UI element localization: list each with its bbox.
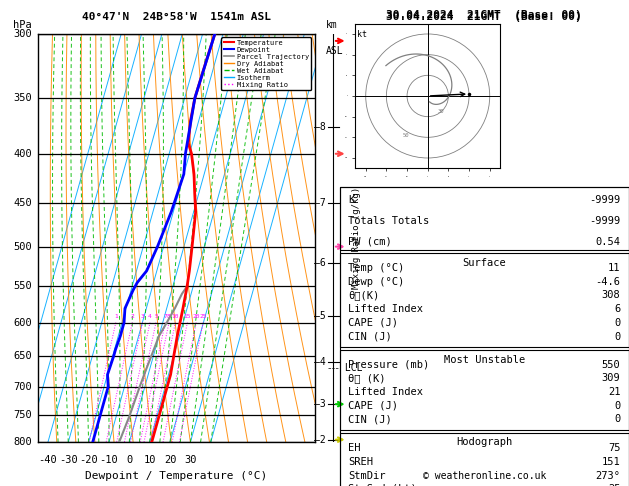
- Text: Hodograph: Hodograph: [456, 437, 513, 448]
- Text: 700: 700: [13, 382, 32, 392]
- Text: Most Unstable: Most Unstable: [443, 355, 525, 365]
- Text: 0: 0: [126, 454, 133, 465]
- Text: 550: 550: [601, 360, 620, 370]
- Text: -4.6: -4.6: [595, 277, 620, 287]
- Text: θᴇ(K): θᴇ(K): [348, 290, 379, 300]
- Text: 30: 30: [438, 108, 445, 114]
- Text: 5: 5: [154, 314, 158, 319]
- Text: –8: –8: [314, 122, 326, 132]
- Text: 15: 15: [184, 314, 191, 319]
- Text: Dewp (°C): Dewp (°C): [348, 277, 404, 287]
- Text: -20: -20: [79, 454, 98, 465]
- Text: 30: 30: [184, 454, 197, 465]
- Text: 0: 0: [614, 331, 620, 342]
- Text: 30.04.2024  21GMT  (Base: 00): 30.04.2024 21GMT (Base: 00): [386, 12, 582, 22]
- Text: 450: 450: [13, 198, 32, 208]
- Text: 8: 8: [167, 314, 171, 319]
- Text: 800: 800: [13, 437, 32, 447]
- Text: 0: 0: [614, 318, 620, 328]
- Text: 3: 3: [141, 314, 145, 319]
- Text: Lifted Index: Lifted Index: [348, 387, 423, 397]
- Text: © weatheronline.co.uk: © weatheronline.co.uk: [423, 471, 546, 481]
- Text: Surface: Surface: [462, 258, 506, 268]
- Text: Lifted Index: Lifted Index: [348, 304, 423, 314]
- Text: Pressure (mb): Pressure (mb): [348, 360, 430, 370]
- Text: –2: –2: [314, 434, 326, 445]
- Legend: Temperature, Dewpoint, Parcel Trajectory, Dry Adiabat, Wet Adiabat, Isotherm, Mi: Temperature, Dewpoint, Parcel Trajectory…: [221, 37, 311, 90]
- Text: 151: 151: [601, 457, 620, 467]
- Text: –7: –7: [314, 198, 326, 208]
- Bar: [340, 253, 629, 347]
- Text: 273°: 273°: [595, 470, 620, 481]
- Text: –5: –5: [314, 311, 326, 321]
- Text: 10: 10: [172, 314, 179, 319]
- Text: 600: 600: [13, 317, 32, 328]
- Text: 1: 1: [114, 314, 118, 319]
- Text: 6: 6: [614, 304, 620, 314]
- Text: 25: 25: [608, 485, 620, 486]
- Text: -9999: -9999: [589, 195, 620, 205]
- Text: CAPE (J): CAPE (J): [348, 400, 398, 411]
- Text: 750: 750: [13, 410, 32, 420]
- Bar: [340, 350, 629, 430]
- Text: 400: 400: [13, 149, 32, 159]
- Text: -40: -40: [38, 454, 57, 465]
- Bar: [340, 187, 629, 250]
- Text: PW (cm): PW (cm): [348, 237, 392, 247]
- Text: 0: 0: [614, 414, 620, 424]
- Text: StmSpd (kt): StmSpd (kt): [348, 485, 417, 486]
- Text: EH: EH: [348, 443, 361, 453]
- Text: 300: 300: [13, 29, 32, 39]
- Text: 0: 0: [614, 400, 620, 411]
- Text: 2: 2: [130, 314, 134, 319]
- Text: Dewpoint / Temperature (°C): Dewpoint / Temperature (°C): [85, 471, 267, 481]
- Text: –6: –6: [314, 258, 326, 268]
- Text: -9999: -9999: [589, 216, 620, 226]
- Text: 0.54: 0.54: [595, 237, 620, 247]
- Text: 4: 4: [148, 314, 152, 319]
- Text: –3: –3: [314, 399, 326, 409]
- Text: 350: 350: [13, 93, 32, 103]
- Text: Mixing Ratio (g/kg): Mixing Ratio (g/kg): [352, 187, 361, 289]
- Bar: [340, 187, 629, 486]
- Text: 550: 550: [13, 281, 32, 291]
- Text: LCL: LCL: [338, 364, 362, 373]
- Text: θᴇ (K): θᴇ (K): [348, 373, 386, 383]
- Text: 20: 20: [164, 454, 176, 465]
- Text: 30.04.2024  21GMT  (Base: 00): 30.04.2024 21GMT (Base: 00): [386, 10, 582, 20]
- Text: 7: 7: [164, 314, 167, 319]
- Text: CIN (J): CIN (J): [348, 414, 392, 424]
- Text: CAPE (J): CAPE (J): [348, 318, 398, 328]
- Text: 500: 500: [13, 242, 32, 252]
- Text: 308: 308: [601, 290, 620, 300]
- Text: CIN (J): CIN (J): [348, 331, 392, 342]
- Text: SREH: SREH: [348, 457, 374, 467]
- Text: 20: 20: [192, 314, 200, 319]
- Text: 75: 75: [608, 443, 620, 453]
- Text: 25: 25: [199, 314, 207, 319]
- Text: ASL: ASL: [326, 46, 343, 56]
- Text: Totals Totals: Totals Totals: [348, 216, 430, 226]
- Text: 50: 50: [403, 133, 409, 139]
- Text: 10: 10: [143, 454, 156, 465]
- Text: kt: kt: [357, 30, 367, 39]
- Text: Temp (°C): Temp (°C): [348, 263, 404, 273]
- Bar: [340, 433, 629, 486]
- Text: -10: -10: [99, 454, 118, 465]
- Text: -30: -30: [59, 454, 77, 465]
- Text: km: km: [326, 20, 337, 30]
- Text: 21: 21: [608, 387, 620, 397]
- Text: hPa: hPa: [13, 20, 32, 30]
- Text: 40°47'N  24B°58'W  1541m ASL: 40°47'N 24B°58'W 1541m ASL: [82, 12, 270, 22]
- Text: StmDir: StmDir: [348, 470, 386, 481]
- Text: K: K: [348, 195, 355, 205]
- Text: 650: 650: [13, 351, 32, 361]
- Text: 11: 11: [608, 263, 620, 273]
- Text: –4: –4: [314, 357, 326, 367]
- Text: 309: 309: [601, 373, 620, 383]
